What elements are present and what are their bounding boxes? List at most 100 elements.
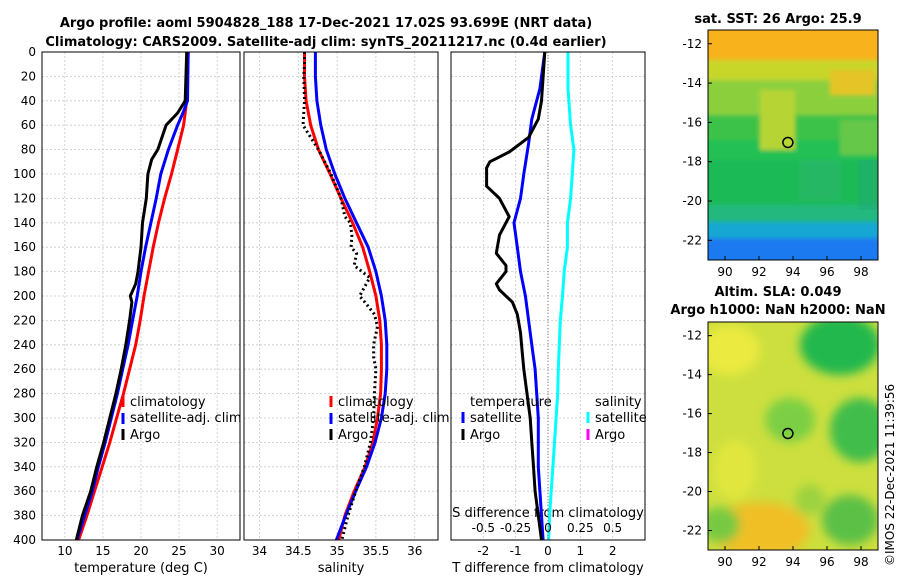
x-tick-label: 25 [171,544,186,558]
sla-map-title-2: Argo h1000: NaN h2000: NaN [670,303,885,318]
map-y-tick-label: -20 [682,194,702,208]
map-y-tick-label: -12 [682,329,702,343]
legend-satellite-label: satellite-adj. clim [338,411,450,426]
salinity-legend: climatology satellite-adj. clim Argo [329,395,450,443]
y-tick-label: 360 [13,484,36,498]
x-tick-label: 35.5 [363,544,390,558]
x-tick-label: 30 [210,544,225,558]
y-tick-label: 100 [13,167,36,181]
panel-grid [42,51,240,541]
sst-argo-marker [782,136,794,149]
legend-satellite-label: satellite-adj. clim [130,411,242,426]
x-tick-label: 20 [133,544,148,558]
y-tick-label: 200 [13,289,36,303]
map-y-tick-label: -14 [682,76,702,90]
series-climatology [303,52,383,541]
top-x-tick-label: -0.25 [500,521,531,535]
legend-climatology-label: climatology [338,395,414,410]
salinity-panel: salinity climatology satellite-adj. clim… [243,51,450,576]
difference-panel: S difference from climatology T differen… [450,51,647,576]
map-x-tick-label: 98 [853,265,868,279]
temperature-xlabel: temperature (deg C) [74,561,208,576]
y-tick-label: 240 [13,338,36,352]
sst-field [708,30,878,260]
map-x-tick-label: 92 [751,555,766,569]
map-x-tick-label: 94 [785,265,800,279]
y-tick-label: 60 [21,118,36,132]
series-argo [74,51,189,541]
map-x-tick-label: 92 [751,265,766,279]
map-y-tick-label: -22 [682,233,702,247]
legend-sal-satellite-label: satellite [595,411,647,426]
temperature-legend: climatology satellite-adj. clim Argo [121,395,242,443]
y-tick-label: 180 [13,265,36,279]
panel-frame [450,51,646,541]
y-tick-label: 380 [13,509,36,523]
x-tick-label: 1 [577,544,585,558]
s-difference-xlabel: S difference from climatology [452,506,644,521]
series-satellite-adj-clim [313,52,389,541]
sst-map-title: sat. SST: 26 Argo: 25.9 [694,12,861,27]
y-tick-label: 280 [13,387,36,401]
y-tick-label: 80 [21,143,36,157]
y-tick-label: 160 [13,240,36,254]
map-x-tick-label: 98 [853,555,868,569]
header-line1: Argo profile: aoml 5904828_188 17-Dec-20… [60,16,592,31]
y-tick-label: 300 [13,411,36,425]
sla-argo-marker [782,427,794,440]
y-tick-label: 0 [28,45,36,59]
salinity-xlabel: salinity [318,561,365,576]
difference-legend: temperature satellite Argo salinity sate… [461,395,647,443]
x-tick-label: 2 [609,544,617,558]
x-tick-label: -2 [477,544,489,558]
x-tick-label: 34.5 [285,544,312,558]
header-line2: Climatology: CARS2009. Satellite-adj cli… [45,35,606,50]
series-climatology [77,51,190,541]
y-tick-label: 400 [13,533,36,547]
y-tick-label: 20 [21,69,36,83]
map-x-tick-label: 94 [785,555,800,569]
legend-argo-label: Argo [338,428,368,443]
top-x-tick-label: 0 [544,521,552,535]
copyright-note: ©IMOS 22-Dec-2021 11:39:56 [883,384,897,566]
x-tick-label: 34 [252,544,267,558]
map-y-tick-label: -20 [682,485,702,499]
series-argo [301,52,379,541]
x-tick-label: 15 [95,544,110,558]
map-y-tick-label: -18 [682,155,702,169]
panel-frame [41,51,241,541]
panel-frame [243,51,439,541]
y-tick-label: 340 [13,460,36,474]
sla-map: Altim. SLA: 0.049 Argo h1000: NaN h2000:… [670,285,885,569]
x-tick-label: 0 [544,544,552,558]
sla-map-title-1: Altim. SLA: 0.049 [715,285,842,300]
y-tick-label: 140 [13,216,36,230]
series-temperature-satellite [512,51,547,541]
y-tick-label: 320 [13,435,36,449]
x-tick-label: -1 [510,544,522,558]
y-tick-label: 40 [21,94,36,108]
top-x-tick-label: 0.5 [603,521,622,535]
map-y-tick-label: -18 [682,446,702,460]
map-y-tick-label: -22 [682,524,702,538]
top-x-tick-label: 0.25 [567,521,594,535]
legend-salinity-title: salinity [595,395,642,410]
x-tick-label: 36 [407,544,422,558]
y-tick-label: 260 [13,362,36,376]
series-temperature-argo [485,51,547,541]
map-x-tick-label: 96 [819,555,834,569]
y-tick-label: 220 [13,313,36,327]
x-tick-label: 10 [57,544,72,558]
map-x-tick-label: 90 [717,555,732,569]
map-x-tick-label: 96 [819,265,834,279]
map-y-tick-label: -12 [682,37,702,51]
legend-climatology-label: climatology [130,395,206,410]
sst-map: sat. SST: 26 Argo: 25.9 90 92 94 96 98 -12 -14 [682,12,879,279]
legend-temperature-title: temperature [470,395,552,410]
sla-field [708,322,878,550]
x-tick-label: 35 [329,544,344,558]
panel-grid [244,51,438,541]
legend-argo-label: Argo [130,428,160,443]
y-tick-label: 120 [13,191,36,205]
